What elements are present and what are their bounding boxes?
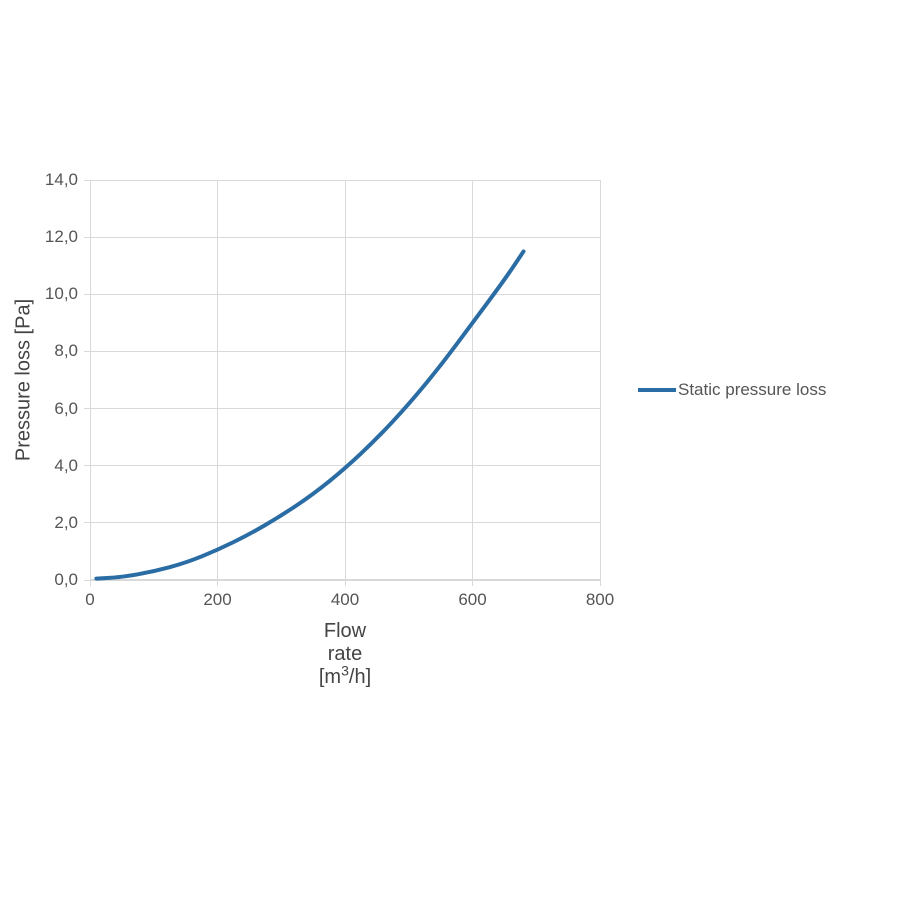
y-tick-label: 2,0 (18, 513, 78, 533)
x-tick (217, 580, 218, 586)
series-svg (90, 180, 600, 580)
x-tick-label: 400 (305, 590, 385, 610)
legend: Static pressure loss (638, 380, 826, 400)
y-axis-title: Pressure loss [Pa] (13, 299, 36, 461)
plot-area: 0,02,04,06,08,010,012,014,00200400600800 (90, 180, 600, 580)
x-tick-label: 200 (178, 590, 258, 610)
y-tick-label: 0,0 (18, 570, 78, 590)
x-tick (472, 580, 473, 586)
legend-label: Static pressure loss (678, 380, 826, 400)
x-tick-label: 800 (560, 590, 640, 610)
series-line (96, 251, 523, 578)
x-tick-label: 0 (50, 590, 130, 610)
x-tick (90, 580, 91, 586)
x-tick (600, 580, 601, 586)
legend-swatch (638, 388, 676, 392)
chart-stage: 0,02,04,06,08,010,012,014,00200400600800… (0, 0, 900, 900)
y-tick-label: 14,0 (18, 170, 78, 190)
y-tick-label: 12,0 (18, 227, 78, 247)
x-tick (345, 580, 346, 586)
x-tick-label: 600 (433, 590, 513, 610)
x-axis-title: Flow rate [m3/h] (319, 620, 371, 689)
